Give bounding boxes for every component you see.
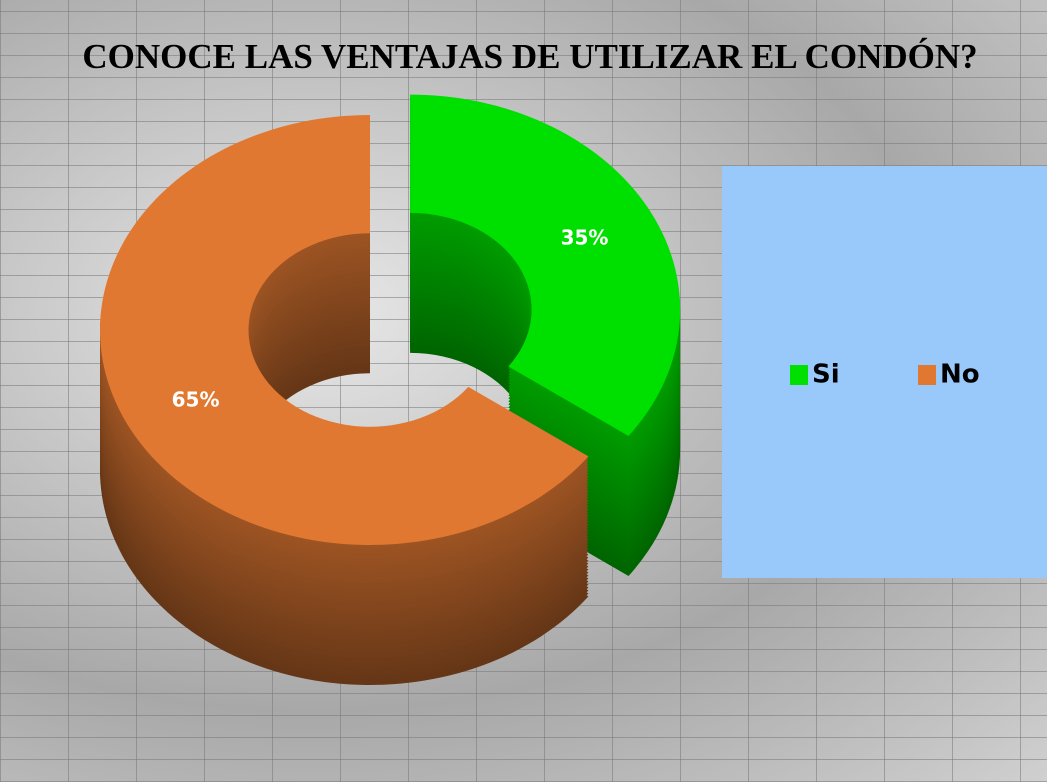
slice	[410, 94, 681, 436]
slice	[99, 115, 589, 545]
legend-label: Si	[812, 360, 840, 390]
data-label: 35%	[561, 225, 609, 249]
chart-title: CONOCE LAS VENTAJAS DE UTILIZAR EL CONDÓ…	[82, 36, 977, 76]
data-label: 65%	[172, 387, 220, 411]
legend-swatch	[790, 365, 808, 385]
legend-swatch	[918, 365, 936, 385]
legend-label: No	[940, 360, 980, 390]
legend-box	[722, 166, 1047, 578]
